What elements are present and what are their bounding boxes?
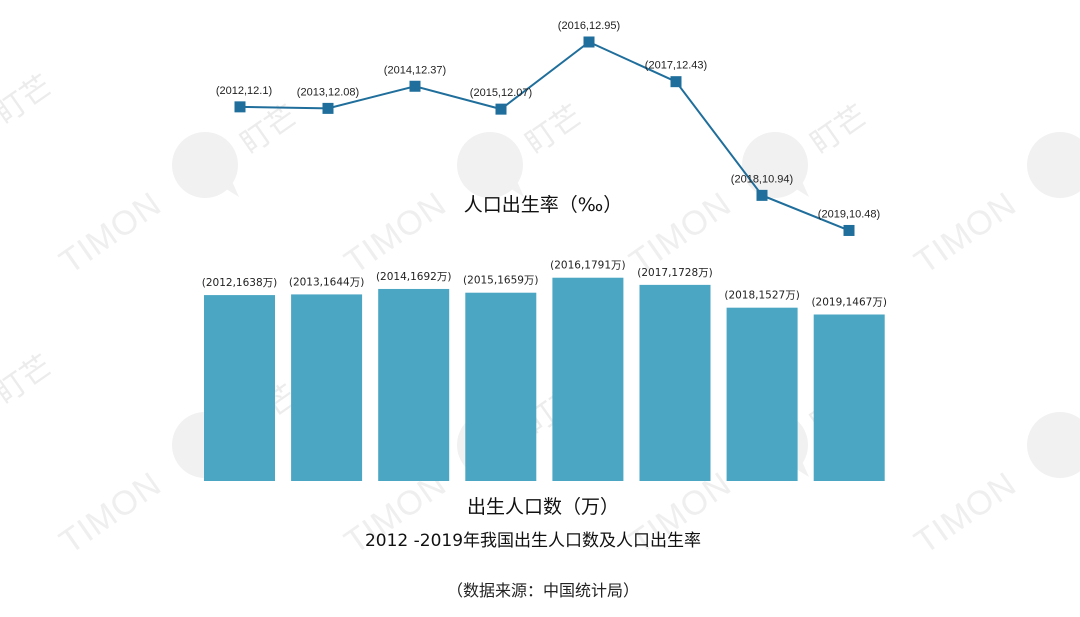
watermark-cn-text: 盯芒 [0,348,59,411]
line-point-2013 [322,102,334,114]
line-point-label-2017: (2017,12.43) [645,60,707,72]
figure-title: 2012 -2019年我国出生人口数及人口出生率 [365,531,701,551]
bar-label-2016: (2016,1791万) [550,260,625,272]
bar-2013 [291,294,363,481]
line-point-label-2015: (2015,12.07) [470,87,532,99]
watermark-logo-icon: 盯芒 [1027,412,1080,478]
line-point-2019 [843,224,855,236]
line-point-label-2012: (2012,12.1) [216,85,272,97]
bar-label-2014: (2014,1692万) [376,271,451,283]
watermark-layer: 盯芒盯芒盯芒盯芒盯芒盯芒盯芒盯芒TIMONTIMONTIMONTIMONTIMO… [0,68,1080,562]
bar-2015 [465,292,537,481]
watermark-cn-text: 盯芒 [0,68,59,131]
bar-2012 [204,295,275,481]
line-point-label-2019: (2019,10.48) [818,208,880,220]
watermark-text: TIMON [908,185,1024,282]
line-point-label-2013: (2013,12.08) [297,86,359,98]
bar-chart-title: 出生人口数（万） [467,496,619,518]
watermark-logo-icon: 盯芒 [1027,132,1080,198]
watermark-logo-icon: 盯芒 [457,98,589,198]
bar-2014 [378,288,450,481]
bar-label-2012: (2012,1638万) [202,277,277,289]
line-chart-title: 人口出生率（‰） [464,194,623,216]
source-note: （数据来源：中国统计局） [447,581,639,600]
bar-label-2015: (2015,1659万) [463,275,538,287]
line-series [239,40,850,232]
bar-2019 [813,314,885,481]
watermark-logo-icon: 盯芒 [172,98,304,198]
bar-chart: (2012,1638万) (2013,1644万) (2014,1692万) (201… [202,260,887,481]
bar-2017 [639,284,711,481]
watermark-cn-text: 盯芒 [520,98,589,161]
line-point-label-2014: (2014,12.37) [384,64,446,76]
watermark-text: TIMON [53,465,169,562]
bar-2018 [726,307,798,481]
watermark-text: TIMON [338,185,454,282]
line-point-2016 [583,36,595,48]
line-point-2017 [670,76,682,88]
line-point-2015 [495,103,507,115]
line-chart: (2012,12.1) (2013,12.08) (2014,12.37) (2015… [216,20,880,236]
bar-label-2017: (2017,1728万) [637,267,712,279]
bar-2016 [552,277,624,481]
line-point-label-2016: (2016,12.95) [558,20,620,32]
line-point-2014 [409,80,421,92]
watermark-cn-text: 盯芒 [805,98,874,161]
line-point-2018 [756,189,768,201]
bar-label-2013: (2013,1644万) [289,276,364,288]
bar-label-2018: (2018,1527万) [724,290,799,302]
line-point-label-2018: (2018,10.94) [731,173,793,185]
watermark-text: TIMON [908,465,1024,562]
line-point-2012 [234,101,246,113]
bar-label-2019: (2019,1467万) [811,296,886,308]
watermark-text: TIMON [53,185,169,282]
